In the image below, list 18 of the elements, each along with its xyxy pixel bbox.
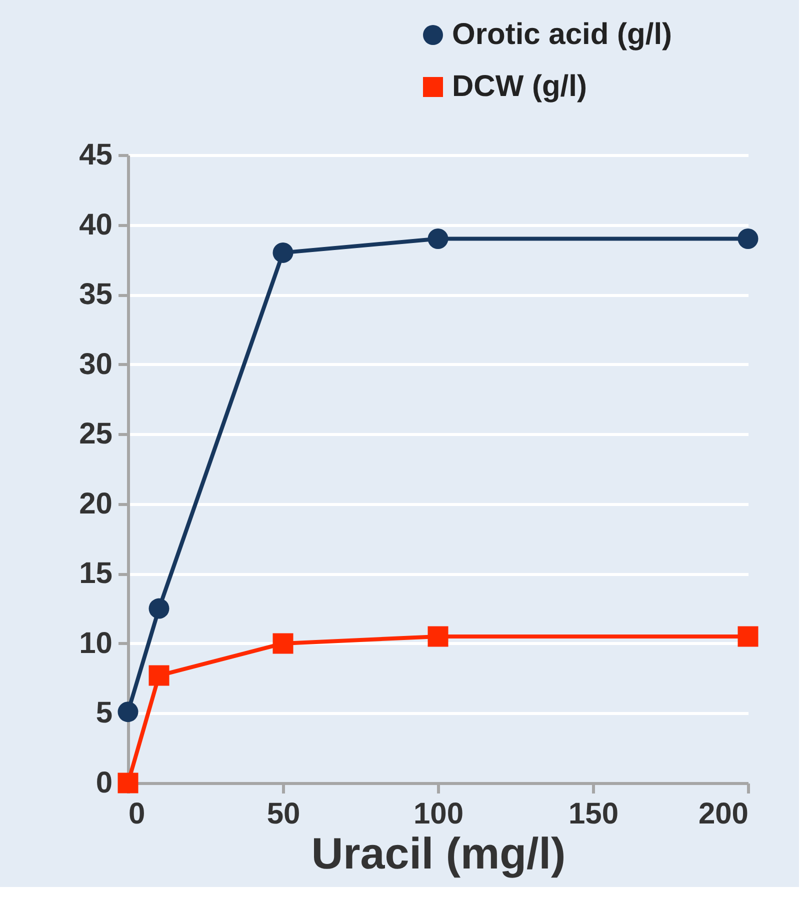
x-tick-label: 0 (128, 798, 146, 830)
legend-label: Orotic acid (g/l) (452, 18, 672, 51)
legend-label: DCW (g/l) (452, 70, 587, 103)
y-tick-label: 20 (79, 487, 112, 520)
y-tick-label: 10 (79, 626, 112, 660)
y-tick-label: 5 (96, 696, 112, 730)
y-tick-label: 25 (79, 418, 112, 451)
x-tick-label: 150 (568, 798, 619, 830)
x-tick-label: 50 (266, 798, 300, 830)
y-tick-label: 30 (79, 348, 112, 381)
y-tick-label: 45 (79, 138, 112, 172)
y-tick-label: 0 (96, 766, 112, 800)
y-tick-label: 15 (79, 557, 112, 590)
y-tick-label: 40 (79, 208, 112, 242)
x-tick-label: 200 (698, 798, 748, 830)
x-tick-label: 100 (413, 798, 464, 830)
x-axis-title: Uracil (mg/l) (311, 830, 566, 878)
y-tick-label: 35 (79, 278, 112, 312)
